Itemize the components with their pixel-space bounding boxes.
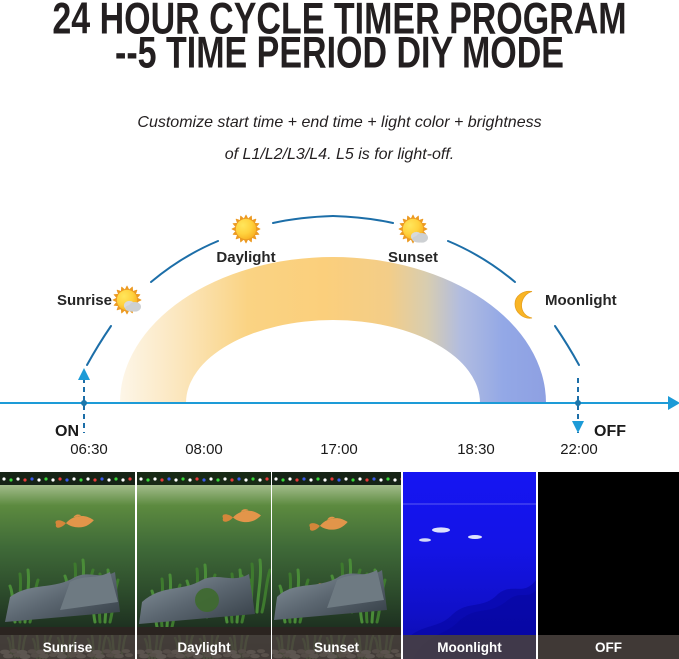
svg-text:06:30: 06:30 [70,441,108,458]
svg-text:OFF: OFF [594,423,626,440]
svg-text:08:00: 08:00 [185,441,223,458]
svg-text:Moonlight: Moonlight [545,292,617,309]
svg-text:Sunset: Sunset [388,249,438,266]
svg-text:17:00: 17:00 [320,441,358,458]
svg-text:18:30: 18:30 [457,441,495,458]
svg-text:Daylight: Daylight [216,249,275,266]
svg-text:Sunrise: Sunrise [57,292,112,309]
svg-text:22:00: 22:00 [560,441,598,458]
svg-text:ON: ON [55,423,79,440]
